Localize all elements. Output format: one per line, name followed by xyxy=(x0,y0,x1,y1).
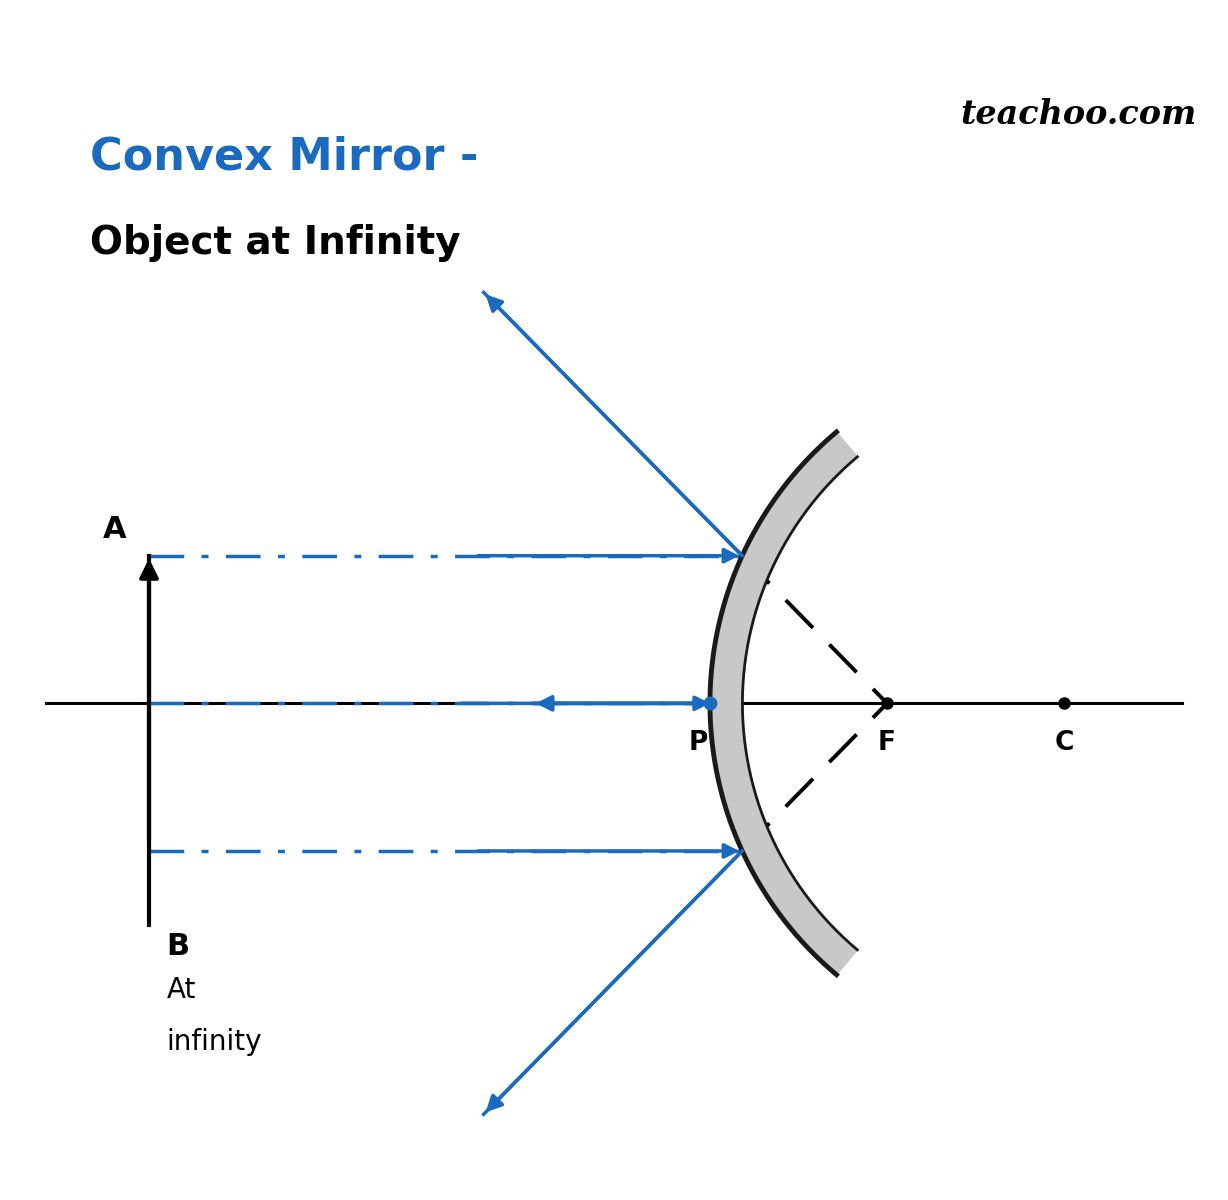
Text: teachoo.com: teachoo.com xyxy=(960,98,1197,131)
Text: P: P xyxy=(689,730,707,756)
Text: F: F xyxy=(878,730,896,756)
Text: infinity: infinity xyxy=(167,1028,263,1056)
Text: Convex Mirror -: Convex Mirror - xyxy=(90,136,479,178)
Text: B: B xyxy=(167,932,190,961)
Text: A: A xyxy=(103,515,126,544)
Text: C: C xyxy=(1055,730,1074,756)
Text: At: At xyxy=(167,977,196,1004)
Polygon shape xyxy=(710,432,857,974)
Text: Object at Infinity: Object at Infinity xyxy=(90,223,460,262)
